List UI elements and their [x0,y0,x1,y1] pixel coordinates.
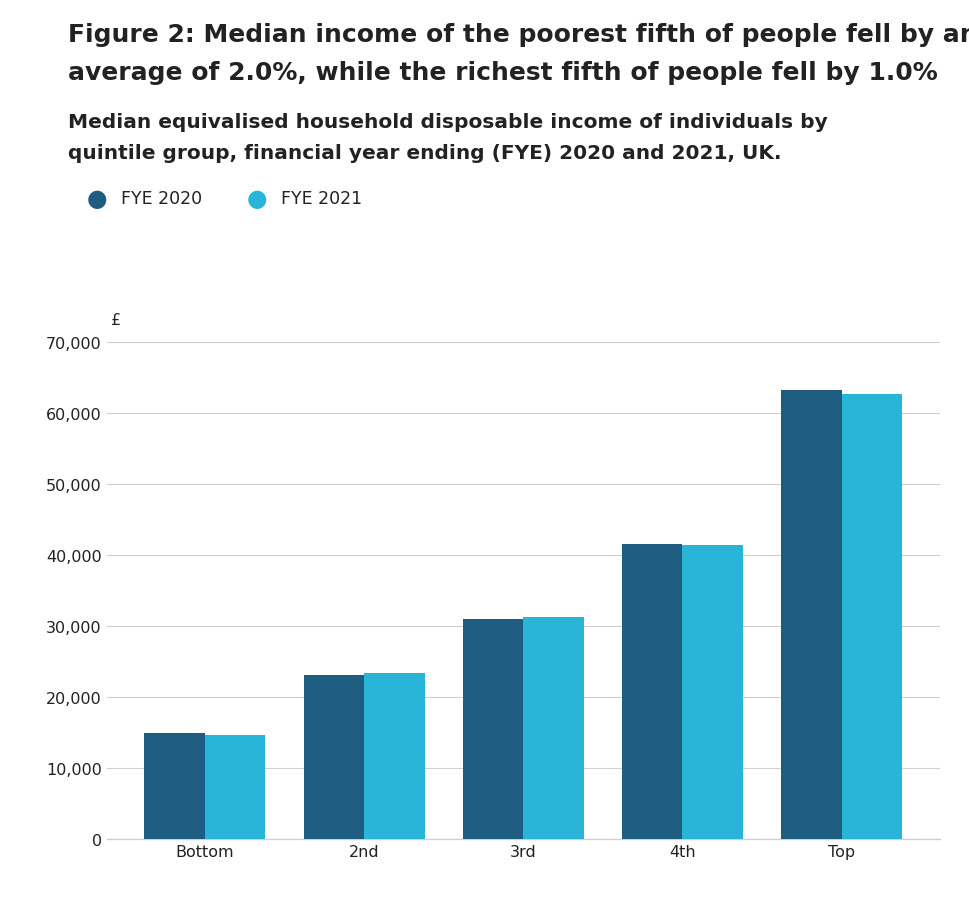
Text: Median equivalised household disposable income of individuals by: Median equivalised household disposable … [68,113,828,132]
Bar [622,544,682,839]
Bar [364,674,424,839]
Text: quintile group, financial year ending (FYE) 2020 and 2021, UK.: quintile group, financial year ending (F… [68,144,781,163]
Text: FYE 2020: FYE 2020 [121,189,203,207]
Bar [303,675,364,839]
Text: FYE 2021: FYE 2021 [281,189,362,207]
Bar [144,733,205,839]
Text: average of 2.0%, while the richest fifth of people fell by 1.0%: average of 2.0%, while the richest fifth… [68,60,938,85]
Bar [523,617,583,839]
Bar [682,546,743,839]
Bar [205,735,266,839]
Bar [781,391,841,839]
Text: ●: ● [87,187,108,210]
Bar [841,394,902,839]
Text: £: £ [110,313,121,327]
Text: Figure 2: Median income of the poorest fifth of people fell by an: Figure 2: Median income of the poorest f… [68,23,969,47]
Text: ●: ● [247,187,267,210]
Bar [463,619,523,839]
